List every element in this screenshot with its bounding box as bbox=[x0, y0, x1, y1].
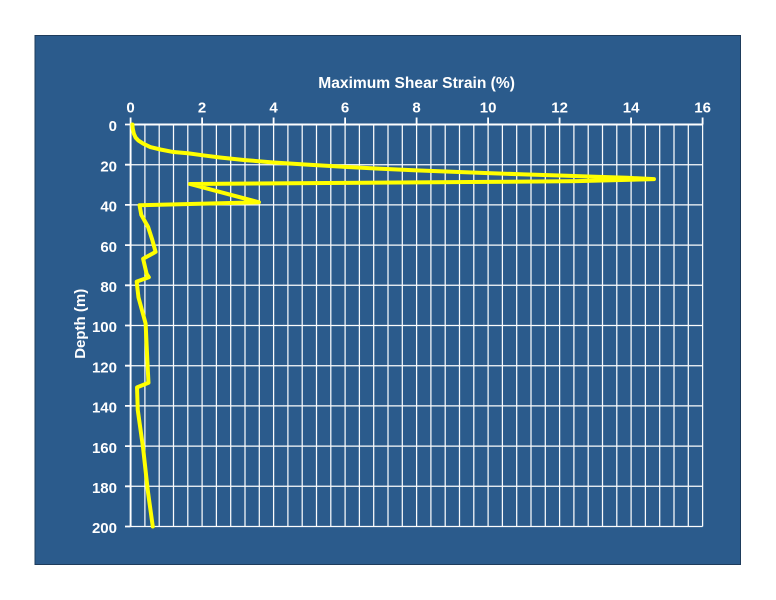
svg-text:20: 20 bbox=[100, 158, 117, 175]
svg-text:Depth (m): Depth (m) bbox=[72, 289, 89, 359]
svg-text:100: 100 bbox=[92, 319, 117, 336]
svg-text:8: 8 bbox=[412, 100, 420, 117]
svg-text:6: 6 bbox=[341, 100, 349, 117]
svg-text:10: 10 bbox=[480, 100, 497, 117]
svg-text:80: 80 bbox=[100, 279, 117, 296]
svg-text:14: 14 bbox=[623, 100, 640, 117]
svg-text:40: 40 bbox=[100, 199, 117, 216]
svg-text:16: 16 bbox=[694, 100, 711, 117]
svg-text:0: 0 bbox=[126, 100, 134, 117]
svg-text:4: 4 bbox=[269, 100, 278, 117]
svg-text:2: 2 bbox=[198, 100, 206, 117]
svg-text:120: 120 bbox=[92, 359, 117, 376]
svg-text:200: 200 bbox=[92, 520, 117, 537]
svg-text:160: 160 bbox=[92, 440, 117, 457]
svg-text:140: 140 bbox=[92, 400, 117, 417]
svg-text:180: 180 bbox=[92, 480, 117, 497]
svg-text:12: 12 bbox=[551, 100, 568, 117]
svg-text:60: 60 bbox=[100, 239, 117, 256]
svg-text:0: 0 bbox=[109, 118, 117, 135]
svg-text:Maximum Shear Strain (%): Maximum Shear Strain (%) bbox=[318, 75, 515, 92]
